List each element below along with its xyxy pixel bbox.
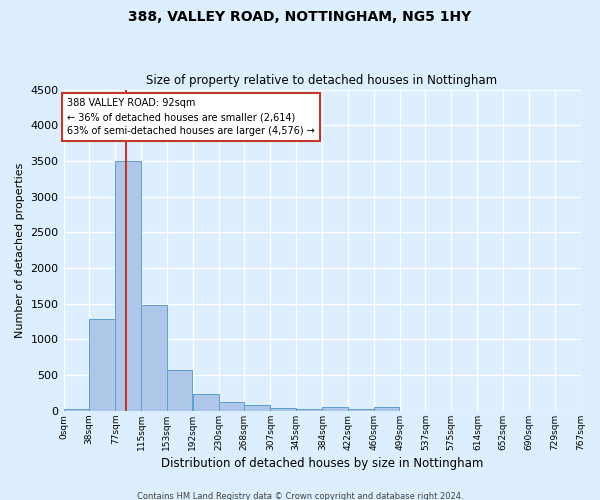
Bar (348, 409, 374, 411)
Title: Size of property relative to detached houses in Nottingham: Size of property relative to detached ho… (146, 74, 497, 87)
Text: 388, VALLEY ROAD, NOTTINGHAM, NG5 1HY: 388, VALLEY ROAD, NOTTINGHAM, NG5 1HY (128, 10, 472, 24)
Bar (115, 161, 141, 411)
Bar (64, 409, 89, 411)
Bar (374, 407, 399, 411)
Bar (193, 394, 218, 411)
X-axis label: Distribution of detached houses by size in Nottingham: Distribution of detached houses by size … (161, 457, 483, 470)
Bar (218, 402, 244, 411)
Text: 388 VALLEY ROAD: 92sqm
← 36% of detached houses are smaller (2,614)
63% of semi-: 388 VALLEY ROAD: 92sqm ← 36% of detached… (67, 98, 315, 136)
Bar (141, 305, 167, 411)
Bar (89, 320, 115, 411)
Bar (244, 405, 270, 411)
Bar (271, 408, 296, 411)
Y-axis label: Number of detached properties: Number of detached properties (15, 162, 25, 338)
Bar (322, 408, 348, 411)
Bar (296, 409, 322, 411)
Text: Contains HM Land Registry data © Crown copyright and database right 2024.: Contains HM Land Registry data © Crown c… (137, 492, 463, 500)
Bar (167, 370, 192, 411)
